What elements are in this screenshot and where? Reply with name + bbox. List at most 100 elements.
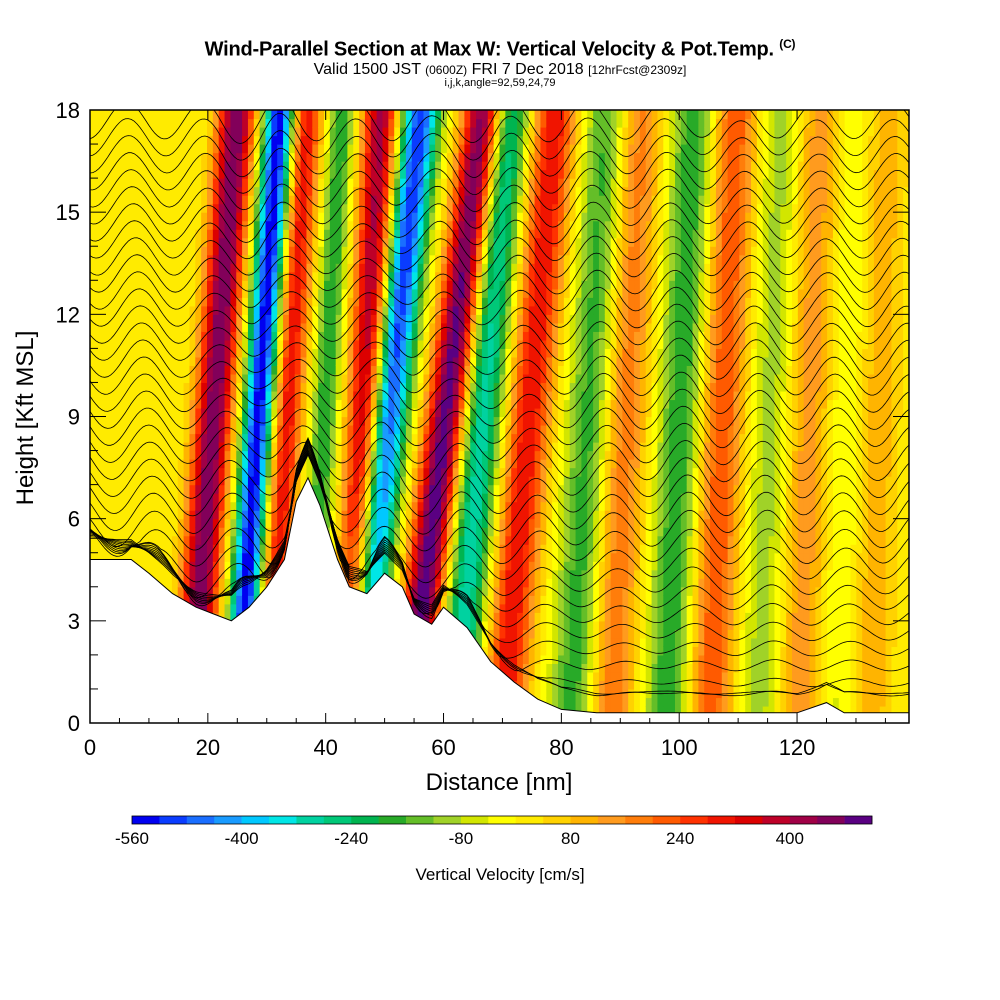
velocity-cell [154,459,161,469]
velocity-cell [207,416,214,426]
velocity-cell [464,229,471,239]
velocity-cell [253,271,261,281]
velocity-cell [277,425,284,435]
velocity-cell [481,161,489,171]
velocity-cell [405,339,413,349]
velocity-cell [470,254,477,264]
velocity-cell [446,416,454,426]
velocity-cell [347,339,354,349]
velocity-cell [470,586,477,596]
velocity-cell [388,195,395,205]
velocity-cell [329,510,337,520]
velocity-cell [154,263,161,273]
velocity-cell [405,161,413,171]
velocity-cell [318,186,325,196]
velocity-cell [207,110,214,120]
velocity-cell [212,339,220,349]
velocity-cell [487,654,495,664]
velocity-cell [405,135,413,145]
velocity-cell [177,552,185,562]
velocity-cell [230,484,237,494]
velocity-cell [423,382,430,392]
velocity-cell [201,314,208,324]
velocity-cell [271,186,278,196]
velocity-cell [136,237,144,247]
velocity-cell [189,297,196,307]
velocity-cell [312,118,319,128]
velocity-cell [429,178,436,188]
velocity-cell [470,246,477,256]
velocity-cell [171,127,179,137]
velocity-cell [130,390,138,401]
velocity-cell [101,237,109,247]
velocity-cell [136,459,144,469]
velocity-cell [306,212,313,222]
velocity-cell [435,169,442,179]
velocity-cell [481,620,489,630]
velocity-cell [101,178,109,188]
velocity-cell [470,161,477,171]
velocity-cell [417,263,425,273]
velocity-cell [441,178,448,188]
velocity-cell [481,535,489,545]
velocity-cell [417,433,425,443]
velocity-cell [125,527,132,537]
velocity-cell [242,552,249,562]
velocity-cell [487,263,495,273]
velocity-cell [441,595,448,605]
velocity-cell [405,561,413,571]
velocity-cell [119,459,126,469]
velocity-cell [201,169,208,179]
velocity-cell [400,314,407,324]
velocity-cell [195,501,202,511]
velocity-cell [423,493,430,503]
velocity-cell [113,399,120,409]
velocity-cell [359,578,366,588]
velocity-cell [265,442,272,452]
velocity-cell [370,442,378,452]
velocity-cell [487,356,495,367]
velocity-cell [312,195,319,205]
velocity-cell [177,263,185,273]
velocity-cell [294,390,302,401]
velocity-cell [277,399,284,409]
velocity-cell [113,229,120,239]
velocity-cell [329,280,337,290]
velocity-cell [429,246,436,256]
velocity-cell [171,467,179,477]
velocity-cell [107,459,114,469]
velocity-cell [166,450,173,460]
velocity-cell [288,135,296,145]
velocity-cell [207,144,214,154]
velocity-cell [388,407,395,418]
velocity-cell [423,501,430,511]
velocity-cell [429,595,436,605]
velocity-cell [359,416,366,426]
velocity-cell [312,178,319,188]
velocity-cell [318,501,325,511]
velocity-cell [487,476,495,486]
velocity-cell [464,314,471,324]
velocity-cell [125,280,132,290]
velocity-cell [125,331,132,341]
velocity-cell [364,561,372,571]
velocity-cell [300,254,308,264]
velocity-cell [183,365,191,375]
velocity-cell [171,518,179,528]
velocity-cell [247,169,255,179]
velocity-cell [487,152,495,162]
velocity-cell [359,535,366,545]
velocity-cell [364,186,372,196]
velocity-cell [417,297,425,307]
velocity-cell [388,118,395,128]
velocity-cell [242,322,249,332]
velocity-cell [125,442,132,452]
velocity-cell [224,195,231,205]
velocity-cell [288,433,296,443]
velocity-cell [154,135,161,145]
velocity-cell [90,450,97,460]
velocity-cell [154,365,161,375]
velocity-cell [312,390,319,401]
velocity-cell [446,518,454,528]
velocity-cell [183,544,191,554]
